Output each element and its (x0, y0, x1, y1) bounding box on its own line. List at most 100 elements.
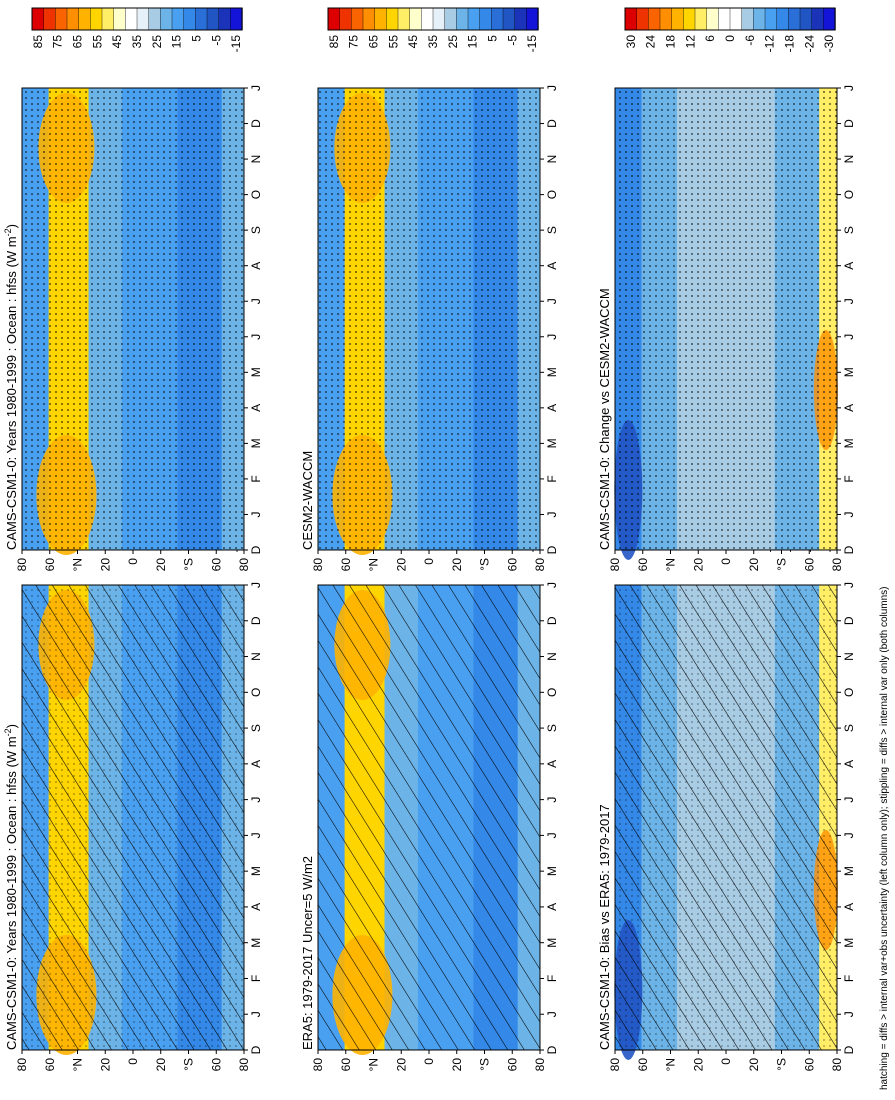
x-tick-label: D (545, 616, 559, 625)
x-tick-label: D (249, 616, 263, 625)
panel-title: ERA5: 1979-2017 Uncer=5 W/m2 (300, 856, 315, 1050)
colorbar-label: 85 (327, 35, 341, 49)
x-tick-label: J (249, 797, 263, 803)
colorbar-label: 15 (466, 35, 480, 49)
colorbar-swatch (823, 7, 836, 31)
y-tick-label: °N (664, 558, 678, 571)
colorbar-swatch (514, 7, 528, 31)
x-tick-label: M (842, 438, 856, 448)
x-tick-label: D (249, 545, 263, 554)
y-tick-label: 60 (802, 1058, 816, 1072)
colorbar-swatch (753, 7, 766, 31)
x-tick-label: D (545, 1045, 559, 1054)
colorbar-swatch (671, 7, 685, 31)
colorbar-swatch (456, 7, 469, 31)
x-tick-label: N (545, 652, 559, 661)
y-tick-label: 60 (209, 1058, 223, 1072)
x-tick-label: M (249, 866, 263, 876)
x-tick-label: O (545, 688, 559, 697)
colorbar-swatch (491, 7, 504, 31)
y-tick-label: 80 (237, 558, 251, 572)
colorbar-swatch (386, 7, 399, 31)
x-tick-label: J (249, 832, 263, 838)
x-tick-label: N (249, 155, 263, 164)
colorbar-label: 65 (71, 35, 85, 49)
panel-title: CESM2-WACCM (300, 451, 315, 550)
colorbar-frame (624, 7, 836, 31)
y-tick-label: 20 (394, 558, 408, 572)
colorbar-swatch (718, 7, 731, 31)
y-tick-label: 20 (98, 1058, 112, 1072)
x-tick-label: D (545, 545, 559, 554)
y-tick-label: °N (367, 1058, 381, 1071)
y-tick-label: °S (775, 558, 789, 571)
colorbar-swatch (31, 7, 45, 31)
y-tick-label: 80 (311, 558, 325, 572)
x-tick-label: A (545, 903, 559, 911)
y-tick-label: 60 (339, 1058, 353, 1072)
colorbar-swatch (195, 7, 208, 31)
y-tick-label: 60 (339, 558, 353, 572)
colorbar-swatch (218, 7, 232, 31)
colorbar-swatch (113, 7, 127, 31)
x-tick-label: J (545, 85, 559, 91)
colorbar-swatch (502, 7, 516, 31)
y-tick-label: 80 (608, 1058, 622, 1072)
y-tick-label: 20 (691, 1058, 705, 1072)
x-tick-label: S (249, 724, 263, 732)
colorbar-swatch (43, 7, 57, 31)
colorbar-swatch (467, 7, 481, 31)
x-tick-label: J (842, 582, 856, 588)
x-tick-label: S (545, 724, 559, 732)
y-tick-label: °S (775, 1058, 789, 1071)
stippling-overlay (615, 585, 837, 1050)
x-tick-label: M (545, 438, 559, 448)
colorbar-label: -6 (743, 35, 757, 46)
y-tick-label: 20 (154, 558, 168, 572)
colorbar-label: -15 (525, 35, 539, 53)
colorbar-swatch (741, 7, 755, 31)
colorbar-swatch (659, 7, 673, 31)
stippling-overlay (318, 88, 540, 550)
x-tick-label: J (842, 85, 856, 91)
x-tick-label: N (842, 155, 856, 164)
x-tick-label: M (545, 367, 559, 377)
x-tick-label: D (545, 119, 559, 128)
x-tick-label: O (249, 688, 263, 697)
x-tick-label: A (249, 404, 263, 412)
x-tick-label: A (842, 404, 856, 412)
y-tick-label: 80 (830, 1058, 844, 1072)
x-tick-label: D (249, 119, 263, 128)
colorbar-swatch (66, 7, 80, 31)
y-tick-label: 80 (608, 558, 622, 572)
x-tick-label: A (842, 262, 856, 270)
y-tick-label: 60 (636, 1058, 650, 1072)
colorbar-swatch (327, 7, 341, 31)
x-tick-label: A (842, 903, 856, 911)
x-tick-label: J (545, 334, 559, 340)
colorbar-swatch (183, 7, 197, 31)
colorbar-swatch (230, 7, 243, 31)
y-tick-label: 20 (98, 558, 112, 572)
y-tick-label: °S (182, 558, 196, 571)
panel-top-right: D J F M A M J J A S O N D J 80 60 °N 20 0 20 °S 60 80 CAMS-CSM1… (3, 7, 263, 572)
colorbar-label: -30 (822, 35, 836, 53)
x-tick-label: J (545, 797, 559, 803)
colorbar-label: 5 (190, 35, 204, 42)
colorbar-label: 55 (386, 35, 400, 49)
colorbar-label: 15 (170, 35, 184, 49)
x-tick-label: J (842, 797, 856, 803)
x-tick-label: M (842, 938, 856, 948)
colorbar-swatch (432, 7, 446, 31)
y-tick-label: °N (664, 1058, 678, 1071)
x-tick-label: S (842, 724, 856, 732)
y-tick-label: 60 (505, 1058, 519, 1072)
y-tick-label: 0 (422, 1058, 436, 1065)
y-tick-label: 60 (43, 558, 57, 572)
x-tick-label: N (842, 652, 856, 661)
colorbar-swatch (788, 7, 801, 31)
colorbar-swatch (160, 7, 173, 31)
y-tick-label: 20 (450, 1058, 464, 1072)
y-tick-label: 20 (747, 1058, 761, 1072)
colorbar-swatch (648, 7, 661, 31)
